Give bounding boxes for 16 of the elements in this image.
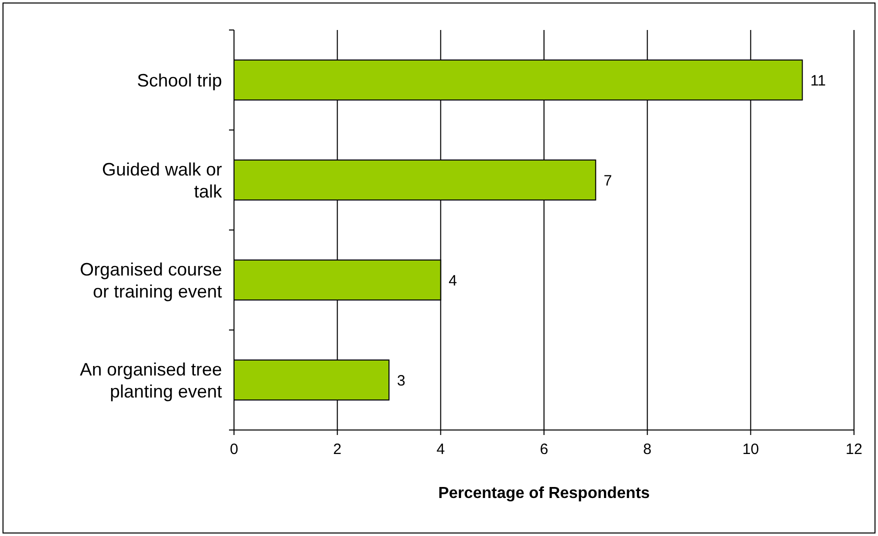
x-tick-label: 10 [742, 441, 760, 458]
x-tick-label: 6 [540, 441, 548, 458]
x-tick-label: 12 [846, 441, 862, 458]
data-label: 7 [604, 172, 612, 190]
y-tick-label: An organised tree planting event [80, 359, 222, 402]
y-tick-label: School trip [136, 70, 222, 90]
data-label: 4 [448, 272, 458, 290]
data-label: 3 [397, 372, 406, 390]
y-tick-label: Guided walk or talk [102, 159, 223, 202]
y-tick-label: Organised course or training event [80, 259, 222, 302]
x-tick-label: 0 [230, 441, 238, 458]
data-label: 11 [810, 72, 826, 90]
x-tick-label: 8 [643, 441, 652, 458]
x-axis-title: Percentage of Respondents [438, 485, 650, 502]
x-tick-label: 4 [436, 441, 445, 458]
x-tick-label: 2 [333, 441, 342, 458]
